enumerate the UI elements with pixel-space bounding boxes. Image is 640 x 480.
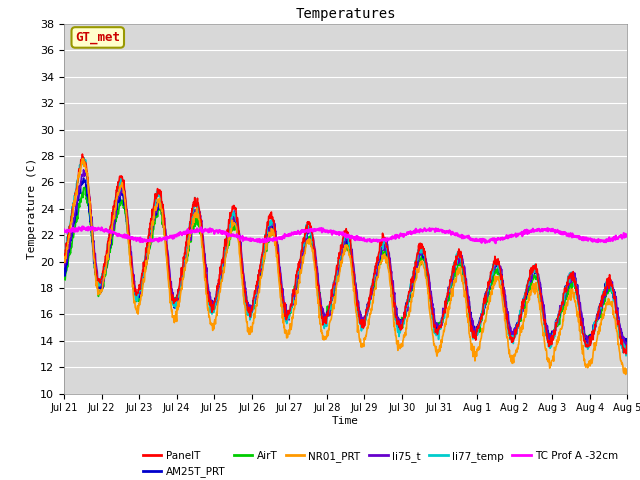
TC Prof A -32cm (172, 232, 180, 238)
NR01_PRT (79, 156, 86, 162)
li77_temp (249, 306, 257, 312)
Line: PanelT: PanelT (64, 154, 627, 354)
PanelT (507, 334, 515, 339)
TC Prof A -32cm (492, 240, 500, 246)
Title: Temperatures: Temperatures (295, 8, 396, 22)
PanelT (172, 297, 180, 303)
TC Prof A -32cm (433, 228, 441, 233)
li77_temp (507, 335, 515, 341)
AM25T_PRT (80, 175, 88, 181)
PanelT (623, 343, 631, 348)
li75_t (80, 167, 88, 173)
li75_t (249, 304, 257, 310)
li77_temp (78, 155, 86, 160)
NR01_PRT (622, 372, 630, 377)
TC Prof A -32cm (186, 228, 193, 234)
Legend: PanelT, AM25T_PRT, AirT, NR01_PRT, li75_t, li77_temp, TC Prof A -32cm: PanelT, AM25T_PRT, AirT, NR01_PRT, li75_… (138, 447, 622, 480)
AirT (60, 271, 68, 276)
PanelT (186, 224, 193, 230)
li77_temp (60, 254, 68, 260)
li77_temp (433, 330, 441, 336)
li75_t (557, 308, 564, 313)
AirT (249, 304, 257, 310)
AM25T_PRT (172, 299, 180, 304)
Line: TC Prof A -32cm: TC Prof A -32cm (64, 227, 627, 243)
li77_temp (557, 304, 564, 310)
PanelT (60, 252, 68, 257)
NR01_PRT (623, 366, 631, 372)
AirT (557, 311, 564, 317)
AM25T_PRT (557, 305, 564, 311)
Text: GT_met: GT_met (76, 31, 120, 44)
AM25T_PRT (507, 328, 515, 334)
TC Prof A -32cm (508, 234, 515, 240)
li75_t (186, 236, 193, 242)
PanelT (249, 304, 257, 310)
NR01_PRT (60, 260, 68, 265)
li77_temp (172, 306, 180, 312)
Line: li75_t: li75_t (64, 170, 627, 350)
PanelT (433, 331, 441, 337)
TC Prof A -32cm (249, 237, 257, 243)
Line: NR01_PRT: NR01_PRT (64, 159, 627, 374)
AirT (623, 336, 631, 342)
li75_t (172, 300, 180, 306)
AirT (172, 301, 180, 307)
Line: AirT: AirT (64, 187, 627, 349)
NR01_PRT (557, 326, 564, 332)
NR01_PRT (433, 350, 441, 356)
AM25T_PRT (249, 306, 257, 312)
X-axis label: Time: Time (332, 416, 359, 426)
li75_t (623, 343, 631, 348)
NR01_PRT (249, 320, 257, 326)
AM25T_PRT (622, 344, 630, 350)
AM25T_PRT (623, 341, 631, 347)
PanelT (622, 351, 630, 357)
Line: li77_temp: li77_temp (64, 157, 627, 356)
li75_t (60, 263, 68, 268)
AirT (621, 346, 628, 352)
li77_temp (623, 344, 631, 350)
li75_t (433, 323, 441, 328)
Line: AM25T_PRT: AM25T_PRT (64, 178, 627, 347)
TC Prof A -32cm (623, 233, 631, 239)
Y-axis label: Temperature (C): Temperature (C) (28, 158, 37, 259)
TC Prof A -32cm (557, 231, 565, 237)
AM25T_PRT (433, 321, 441, 326)
NR01_PRT (186, 231, 193, 237)
AM25T_PRT (186, 225, 193, 230)
AirT (507, 333, 515, 338)
li75_t (621, 348, 629, 353)
NR01_PRT (172, 309, 180, 314)
AirT (186, 240, 193, 245)
AirT (81, 184, 89, 190)
NR01_PRT (507, 354, 515, 360)
PanelT (79, 151, 86, 157)
AirT (433, 323, 441, 328)
AM25T_PRT (60, 271, 68, 277)
TC Prof A -32cm (79, 224, 86, 229)
PanelT (557, 305, 564, 311)
TC Prof A -32cm (60, 227, 68, 232)
li75_t (507, 331, 515, 337)
li77_temp (186, 220, 193, 226)
li77_temp (622, 353, 630, 359)
